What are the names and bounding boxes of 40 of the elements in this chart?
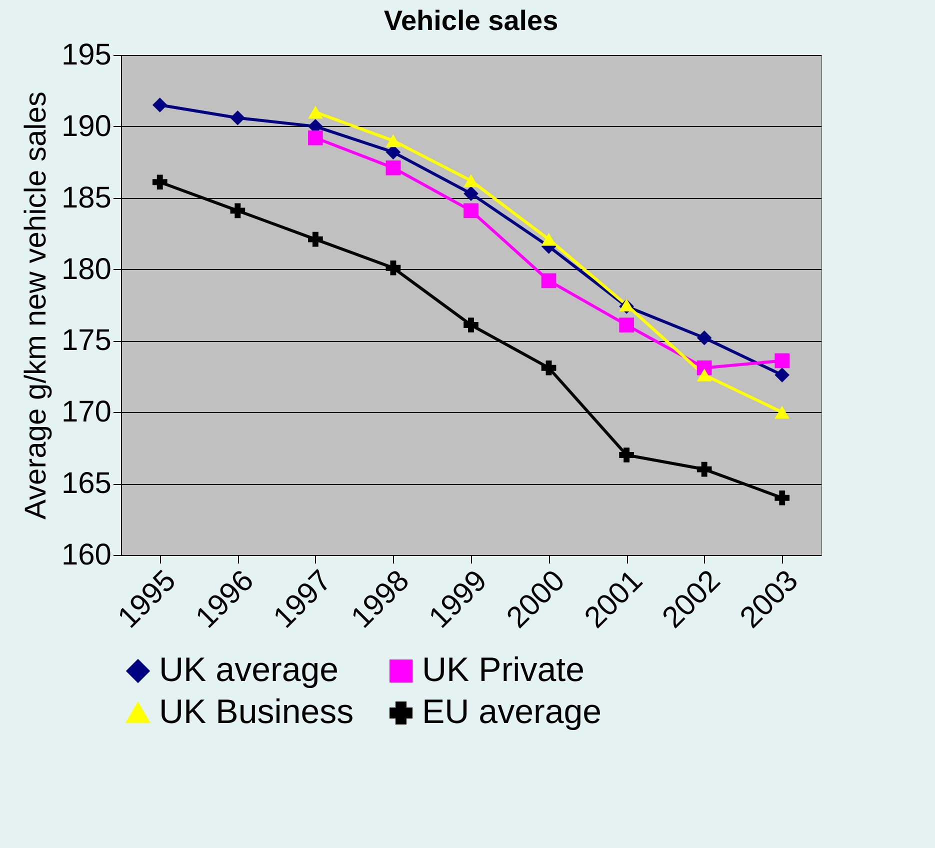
point: [386, 260, 401, 276]
y-tick-label: 170: [61, 396, 112, 429]
point: [464, 203, 478, 218]
y-tick-label: 190: [61, 110, 112, 143]
y-tick-label: 165: [61, 467, 112, 500]
point: [696, 330, 712, 346]
legend-label: UK Private: [422, 651, 584, 689]
point: [464, 318, 478, 332]
legend-label: UK average: [159, 651, 339, 689]
point: [774, 368, 790, 382]
point: [230, 110, 246, 126]
point: [230, 203, 246, 218]
point: [774, 490, 790, 506]
point: [308, 130, 323, 146]
point: [386, 134, 401, 148]
point: [152, 174, 168, 190]
point: [619, 318, 634, 332]
point: [619, 448, 634, 462]
point: [774, 406, 790, 419]
point: [464, 174, 478, 188]
legend-label: EU average: [422, 693, 602, 731]
y-axis-title: Average g/km new vehicle sales: [19, 92, 52, 520]
y-tick-label: 185: [61, 181, 112, 214]
point: [774, 353, 790, 368]
point: [308, 106, 323, 119]
point: [308, 232, 323, 247]
point: [386, 160, 401, 176]
point: [541, 232, 556, 246]
point: [541, 360, 556, 376]
point: [152, 98, 168, 112]
y-tick-label: 195: [61, 38, 112, 72]
point: [696, 462, 712, 477]
y-tick-label: 180: [61, 252, 112, 286]
legend-label: UK Business: [159, 693, 354, 731]
y-tick-label: 175: [61, 324, 112, 358]
chart-title: Vehicle sales: [384, 5, 558, 36]
y-tick-label: 160: [61, 538, 112, 572]
point: [541, 273, 556, 288]
point: [464, 186, 478, 201]
point: [696, 368, 712, 382]
